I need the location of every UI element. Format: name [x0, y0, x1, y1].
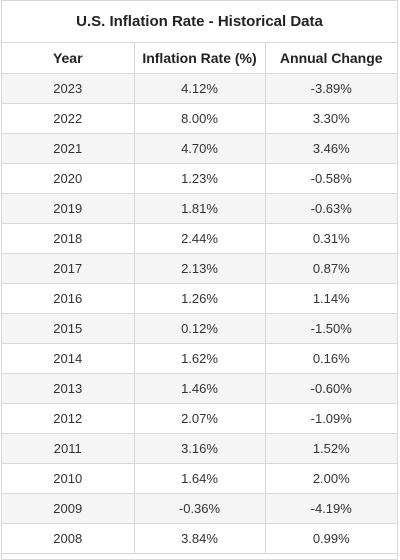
annual-change-cell: 0.31%: [265, 223, 397, 254]
year-cell: 2016: [2, 283, 135, 314]
table-body: 2023 4.12% -3.89% 2022 8.00% 3.30% 2021 4.70% 3.…: [2, 73, 397, 554]
inflation-table: Year Inflation Rate (%) Annual Change 20…: [2, 43, 397, 554]
table-row: 2009 -0.36% -4.19%: [2, 493, 397, 524]
annual-change-cell: -0.60%: [265, 373, 397, 404]
annual-change-cell: -1.09%: [265, 403, 397, 434]
year-cell: 2014: [2, 343, 135, 374]
inflation-rate-cell: 4.70%: [134, 133, 266, 164]
inflation-rate-cell: 2.44%: [134, 223, 266, 254]
inflation-rate-cell: 1.81%: [134, 193, 266, 224]
inflation-rate-cell: 4.12%: [134, 73, 266, 104]
annual-change-cell: -0.58%: [265, 163, 397, 194]
table-row: 2022 8.00% 3.30%: [2, 103, 397, 134]
year-cell: 2010: [2, 463, 135, 494]
table-row: 2021 4.70% 3.46%: [2, 133, 397, 164]
table-row: 2016 1.26% 1.14%: [2, 283, 397, 314]
annual-change-cell: 1.14%: [265, 283, 397, 314]
year-cell: 2021: [2, 133, 135, 164]
table-row: 2008 3.84% 0.99%: [2, 523, 397, 554]
inflation-rate-cell: -0.36%: [134, 493, 266, 524]
table-row: 2011 3.16% 1.52%: [2, 433, 397, 464]
inflation-rate-cell: 2.13%: [134, 253, 266, 284]
column-header-inflation-rate: Inflation Rate (%): [134, 43, 266, 74]
inflation-rate-cell: 1.46%: [134, 373, 266, 404]
table-row: 2014 1.62% 0.16%: [2, 343, 397, 374]
annual-change-cell: 0.16%: [265, 343, 397, 374]
table-row: 2010 1.64% 2.00%: [2, 463, 397, 494]
year-cell: 2013: [2, 373, 135, 404]
table-row: 2020 1.23% -0.58%: [2, 163, 397, 194]
table-row: 2012 2.07% -1.09%: [2, 403, 397, 434]
annual-change-cell: 3.30%: [265, 103, 397, 134]
inflation-rate-cell: 1.62%: [134, 343, 266, 374]
year-cell: 2009: [2, 493, 135, 524]
year-cell: 2017: [2, 253, 135, 284]
column-header-year: Year: [2, 43, 135, 74]
table-row: 2019 1.81% -0.63%: [2, 193, 397, 224]
annual-change-cell: 0.87%: [265, 253, 397, 284]
annual-change-cell: -4.19%: [265, 493, 397, 524]
year-cell: 2020: [2, 163, 135, 194]
inflation-rate-cell: 1.64%: [134, 463, 266, 494]
inflation-rate-cell: 1.23%: [134, 163, 266, 194]
column-header-annual-change: Annual Change: [265, 43, 397, 74]
year-cell: 2023: [2, 73, 135, 104]
inflation-rate-cell: 8.00%: [134, 103, 266, 134]
inflation-rate-cell: 0.12%: [134, 313, 266, 344]
annual-change-cell: 1.52%: [265, 433, 397, 464]
header-row: Year Inflation Rate (%) Annual Change: [2, 43, 397, 74]
inflation-rate-cell: 3.16%: [134, 433, 266, 464]
year-cell: 2011: [2, 433, 135, 464]
table-row: 2018 2.44% 0.31%: [2, 223, 397, 254]
annual-change-cell: 0.99%: [265, 523, 397, 554]
inflation-rate-cell: 3.84%: [134, 523, 266, 554]
year-cell: 2012: [2, 403, 135, 434]
annual-change-cell: 2.00%: [265, 463, 397, 494]
table-row: 2015 0.12% -1.50%: [2, 313, 397, 344]
inflation-rate-cell: 2.07%: [134, 403, 266, 434]
table-title: U.S. Inflation Rate - Historical Data: [2, 1, 397, 43]
year-cell: 2019: [2, 193, 135, 224]
year-cell: 2018: [2, 223, 135, 254]
table-row: 2017 2.13% 0.87%: [2, 253, 397, 284]
annual-change-cell: 3.46%: [265, 133, 397, 164]
annual-change-cell: -3.89%: [265, 73, 397, 104]
table-row: 2023 4.12% -3.89%: [2, 73, 397, 104]
year-cell: 2008: [2, 523, 135, 554]
table-row: 2013 1.46% -0.60%: [2, 373, 397, 404]
annual-change-cell: -0.63%: [265, 193, 397, 224]
inflation-rate-cell: 1.26%: [134, 283, 266, 314]
annual-change-cell: -1.50%: [265, 313, 397, 344]
year-cell: 2022: [2, 103, 135, 134]
year-cell: 2015: [2, 313, 135, 344]
